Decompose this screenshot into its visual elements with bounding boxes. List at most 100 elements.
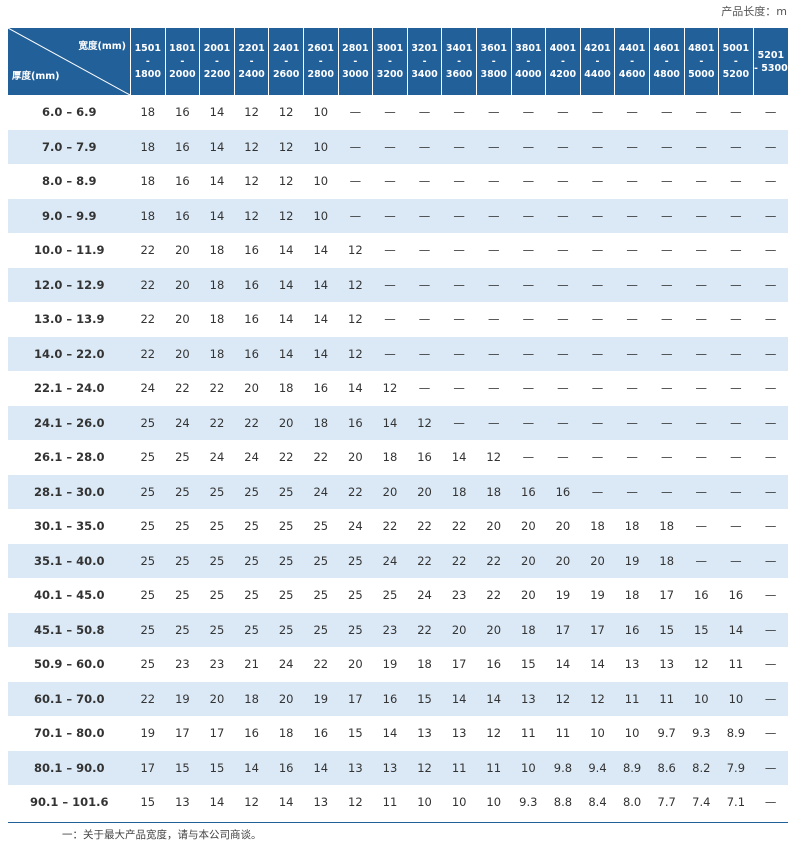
cell: 18 bbox=[624, 588, 640, 603]
cell: 15 bbox=[521, 657, 536, 672]
cell: 11 bbox=[555, 726, 571, 741]
cell: 22 bbox=[140, 243, 156, 258]
cell: 18 bbox=[234, 681, 269, 716]
row: 80.1 – 90.0 17 15 15 14 16 14 13 13 12 11 11 10 9.8 9.… bbox=[8, 750, 788, 785]
cell: — bbox=[764, 795, 777, 810]
table: 宽度(mm) 厚度(mm) 1501 - 1800 1801 - 2000 2001 - … bbox=[8, 28, 788, 820]
cell: 25 bbox=[382, 588, 398, 603]
cell: 17 bbox=[451, 657, 467, 672]
cell: 16 bbox=[234, 336, 269, 371]
cell: 14 bbox=[278, 243, 294, 258]
cell: 18 bbox=[140, 174, 156, 189]
cell: — bbox=[476, 405, 512, 440]
header-row: 宽度(mm) 厚度(mm) 1501 - 1800 1801 - 2000 2001 - … bbox=[8, 28, 788, 95]
cell: 22 bbox=[313, 657, 329, 672]
cell: 18 bbox=[199, 267, 235, 302]
footer-rule bbox=[8, 822, 788, 823]
cell: — bbox=[557, 174, 569, 189]
cell: 14 bbox=[372, 405, 408, 440]
cell: 25 bbox=[175, 588, 190, 603]
cell: — bbox=[684, 267, 719, 302]
cell: 25 bbox=[199, 474, 235, 509]
cell: 18 bbox=[303, 405, 339, 440]
cell: 20 bbox=[486, 519, 502, 534]
cell: — bbox=[453, 381, 465, 396]
cell: — bbox=[545, 129, 581, 164]
column-header-line: - 2400 bbox=[238, 56, 265, 80]
cell: 14 bbox=[209, 105, 225, 120]
row: 35.1 – 40.0 25 25 25 25 25 25 25 24 22 22 22 20 20 20 1… bbox=[8, 543, 788, 578]
cell: 9.8 bbox=[545, 750, 581, 785]
cell: 25 bbox=[338, 543, 373, 578]
cell: 25 bbox=[130, 474, 166, 509]
column-header-line: - 2600 bbox=[272, 56, 300, 80]
cell: 14 bbox=[313, 312, 329, 327]
cell: 20 bbox=[175, 243, 190, 258]
cell: 11 bbox=[614, 681, 650, 716]
cell: — bbox=[591, 381, 604, 396]
cell: — bbox=[614, 198, 650, 233]
cell: 15 bbox=[348, 726, 363, 741]
cell: — bbox=[684, 543, 719, 578]
cell: — bbox=[338, 198, 373, 233]
cell: — bbox=[407, 267, 442, 302]
cell: 12 bbox=[348, 312, 363, 327]
cell: — bbox=[487, 105, 500, 120]
cell: 9.7 bbox=[657, 726, 676, 741]
row-label: 8.0 – 8.9 bbox=[41, 174, 97, 189]
cell: 12 bbox=[278, 174, 294, 189]
cell: 24 bbox=[417, 588, 432, 603]
cell: — bbox=[660, 312, 673, 327]
cell: 16 bbox=[728, 588, 744, 603]
cell: 15 bbox=[165, 750, 200, 785]
cell: 10 bbox=[624, 726, 640, 741]
cell: — bbox=[764, 312, 777, 327]
cell: 14 bbox=[348, 381, 363, 396]
cell: 16 bbox=[244, 312, 259, 327]
cell: 12 bbox=[234, 129, 269, 164]
cell: — bbox=[614, 267, 650, 302]
cell: 18 bbox=[511, 612, 546, 647]
cell: — bbox=[453, 243, 465, 258]
cell: 18 bbox=[278, 726, 294, 741]
cell: 22 bbox=[407, 543, 442, 578]
cell: — bbox=[660, 174, 673, 189]
row: 8.0 – 8.9 18 16 14 12 12 10 — — — — — — — — — — — — — bbox=[8, 164, 788, 199]
cell: 18 bbox=[140, 105, 156, 120]
cell: — bbox=[591, 312, 604, 327]
cell: — bbox=[580, 198, 615, 233]
row: 60.1 – 70.0 22 19 20 18 20 19 17 16 15 14 14 13 12 12 1… bbox=[8, 681, 788, 716]
cell: 14 bbox=[268, 267, 304, 302]
cell: 12 bbox=[234, 198, 269, 233]
cell: 16 bbox=[175, 105, 190, 120]
cell: 13 bbox=[175, 795, 190, 810]
cell: 22 bbox=[278, 450, 294, 465]
column-header-line: 3001 bbox=[376, 43, 404, 54]
cell: 16 bbox=[486, 657, 502, 672]
cell: 12 bbox=[278, 105, 294, 120]
cell: 21 bbox=[244, 657, 259, 672]
cell: — bbox=[614, 336, 650, 371]
cell: 10 bbox=[590, 726, 605, 741]
cell: 10 bbox=[313, 105, 329, 120]
row: 14.0 – 22.0 22 20 18 16 14 14 12— — — — — — — — — — — — bbox=[8, 336, 788, 371]
cell: 25 bbox=[130, 543, 166, 578]
column-header-line: - 2000 bbox=[169, 56, 196, 80]
cell: — bbox=[580, 405, 615, 440]
cell: 10 bbox=[313, 174, 329, 189]
row-label: 40.1 – 45.0 bbox=[33, 588, 105, 603]
cell: 22 bbox=[175, 381, 190, 396]
column-header-line: 3601 bbox=[480, 43, 507, 54]
cell: — bbox=[684, 336, 719, 371]
cell: 13 bbox=[372, 750, 408, 785]
cell: 19 bbox=[590, 588, 605, 603]
cell: 25 bbox=[338, 612, 373, 647]
cell: — bbox=[626, 174, 638, 189]
cell: 22 bbox=[199, 405, 235, 440]
cell: 20 bbox=[244, 381, 259, 396]
cell: — bbox=[753, 612, 788, 647]
cell: 12 bbox=[545, 681, 581, 716]
cell: — bbox=[545, 267, 581, 302]
cell: 14 bbox=[278, 312, 294, 327]
column-header-line: 4401 bbox=[618, 43, 646, 54]
